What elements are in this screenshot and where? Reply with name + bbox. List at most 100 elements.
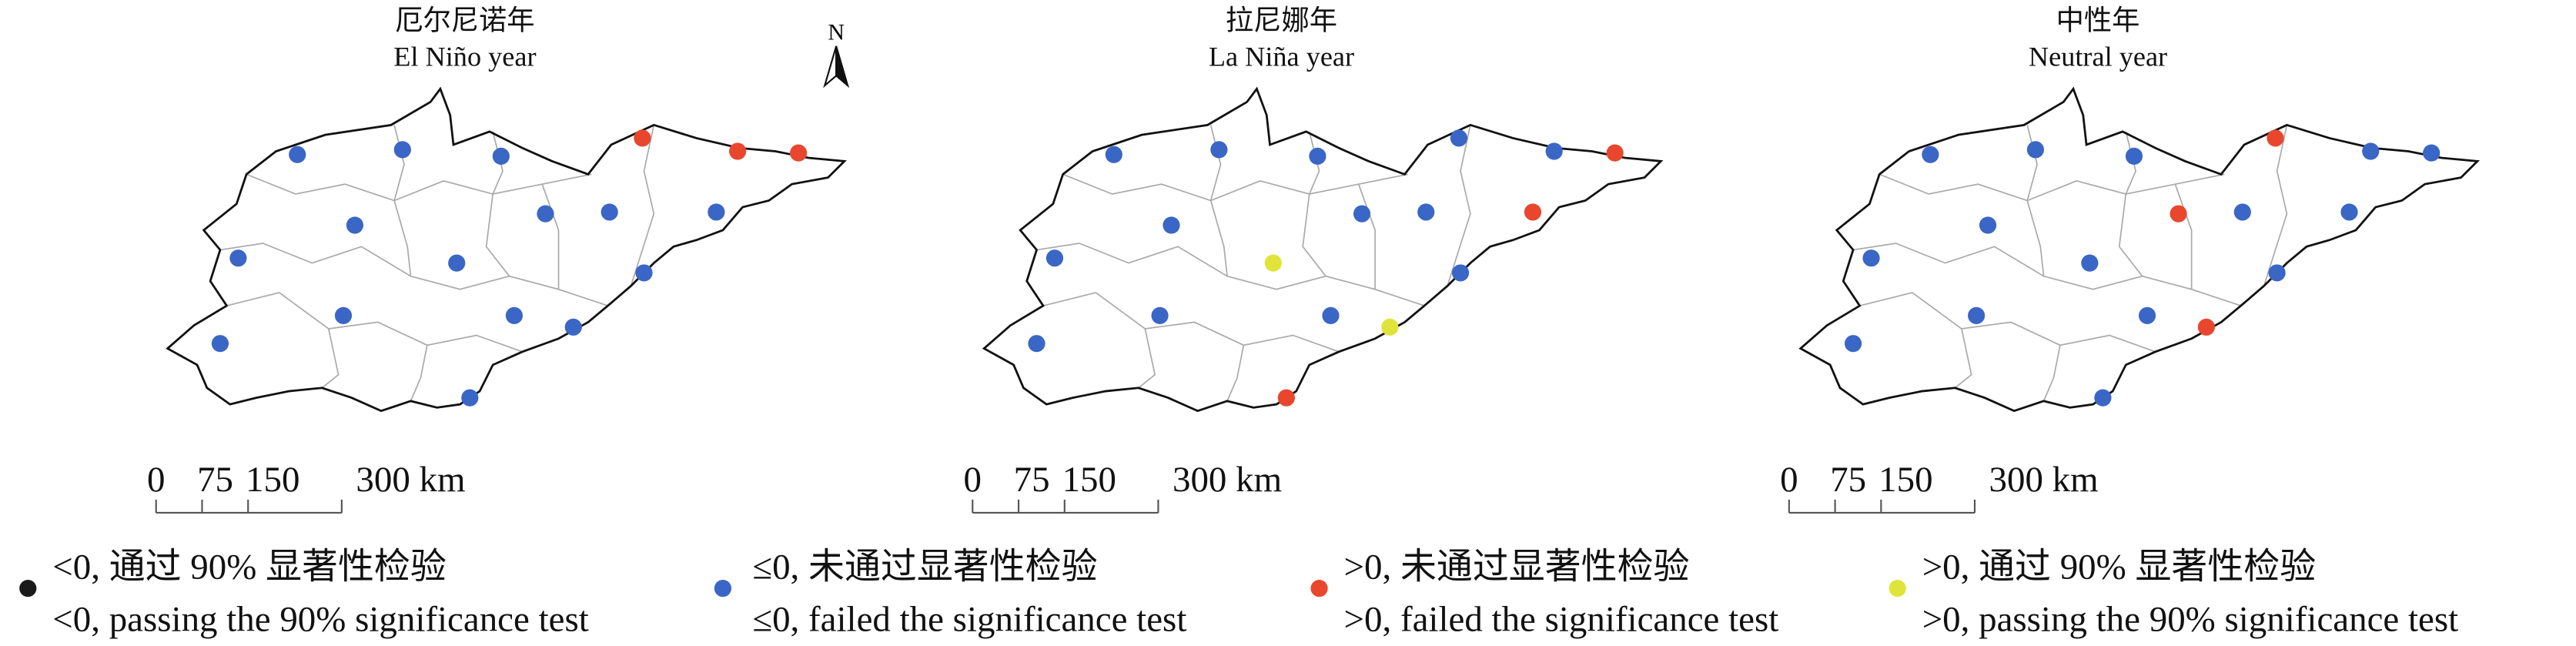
station-marker <box>1417 203 1435 221</box>
station-marker <box>2094 389 2112 407</box>
station-marker <box>1451 264 1470 282</box>
station-marker <box>634 129 651 147</box>
station-marker <box>2267 129 2284 147</box>
legend-label-zh: >0, 未通过显著性检验 <box>1344 547 1690 587</box>
legend-item: >0, 未通过显著性检验 >0, failed the significance … <box>1310 547 1778 640</box>
legend-item: <0, 通过 90% 显著性检验 <0, passing the 90% sign… <box>19 547 589 640</box>
station-marker <box>1968 306 1986 324</box>
province-outline <box>1798 86 2481 413</box>
scale-bar-label: 300 km <box>1173 460 1282 500</box>
county-boundary <box>219 243 608 306</box>
scale-bar-label: 75 <box>197 460 233 500</box>
scale-bar-label: 75 <box>1014 460 1050 500</box>
station-marker <box>1322 306 1340 324</box>
station-marker <box>2026 141 2045 159</box>
scale-bar-label: 0 <box>1780 460 1798 500</box>
station-marker <box>708 203 725 221</box>
legend-marker <box>1889 580 1906 597</box>
legend-label-zh: >0, 通过 90% 显著性检验 <box>1922 547 2316 587</box>
county-boundary <box>2263 125 2288 286</box>
legend-item: ≤0, 未通过显著性检验 ≤0, failed the significance … <box>714 547 1186 640</box>
county-boundary <box>1062 173 1408 202</box>
county-boundary <box>1357 183 1376 290</box>
station-marker <box>601 203 618 221</box>
station-marker <box>1277 389 1295 407</box>
station-marker <box>1545 142 1563 160</box>
panel-title-zh: 中性年 <box>2056 5 2140 36</box>
county-boundary <box>1878 173 2225 202</box>
county-boundary <box>321 328 340 389</box>
legend-label-zh: ≤0, 未通过显著性检验 <box>752 547 1097 587</box>
station-marker <box>729 142 747 160</box>
station-marker <box>1105 146 1122 163</box>
station-marker <box>2125 147 2143 166</box>
station-marker <box>789 144 808 162</box>
station-marker <box>2423 144 2441 162</box>
county-boundary <box>1447 125 1471 286</box>
station-marker <box>448 254 466 272</box>
station-marker <box>2197 318 2215 336</box>
station-marker <box>461 389 479 407</box>
county-boundary <box>1852 243 2241 306</box>
station-marker <box>2138 306 2156 324</box>
station-marker <box>1045 249 1064 267</box>
province-outline <box>982 86 1664 413</box>
station-marker <box>1151 306 1169 324</box>
county-boundary <box>1859 292 2156 353</box>
station-marker <box>2170 205 2187 223</box>
station-marker <box>346 216 364 234</box>
scale-bar-label: 150 <box>1062 460 1116 500</box>
county-boundary <box>226 292 523 353</box>
station-marker <box>505 306 524 324</box>
map-panel: 厄尔尼诺年 El Niño year 0 75 150 300 km <box>147 5 847 514</box>
panel-title-en: Neutral year <box>2029 42 2167 72</box>
station-marker <box>1606 144 1624 162</box>
station-marker <box>1028 335 1045 353</box>
scale-bar-label: 0 <box>147 460 165 500</box>
station-marker <box>537 205 554 223</box>
scale-bar-label: 150 <box>246 460 299 500</box>
station-marker <box>1264 254 1282 272</box>
county-boundary <box>2174 183 2193 290</box>
station-marker <box>229 249 247 267</box>
county-boundary <box>246 173 592 202</box>
legend-item: >0, 通过 90% 显著性检验 >0, passing the 90% sign… <box>1889 547 2458 640</box>
station-marker <box>1381 318 1399 336</box>
station-marker <box>1353 205 1371 223</box>
scale-bar-label: 0 <box>964 460 982 500</box>
map-panel: 中性年 Neutral year 0 75 150 300 km <box>1780 5 2481 514</box>
station-marker <box>2233 203 2251 221</box>
legend-label-en: <0, passing the 90% significance test <box>52 600 588 640</box>
station-marker <box>1922 146 1939 163</box>
north-arrow-right <box>835 45 850 89</box>
province-outline <box>166 86 847 413</box>
north-arrow-left <box>823 45 838 89</box>
station-marker <box>2081 254 2099 272</box>
station-marker <box>2362 142 2380 160</box>
legend-label-en: >0, passing the 90% significance test <box>1922 600 2458 640</box>
legend-label-en: ≤0, failed the significance test <box>752 600 1186 640</box>
panel-title-zh: 厄尔尼诺年 <box>395 5 534 36</box>
station-marker <box>2268 264 2286 282</box>
county-boundary <box>1954 328 1972 389</box>
north-label: N <box>828 19 845 45</box>
panel-title-en: La Niña year <box>1209 42 1354 72</box>
station-marker <box>635 264 653 282</box>
scale-bar-label: 75 <box>1830 460 1866 500</box>
panel-title-en: El Niño year <box>393 42 536 72</box>
station-marker <box>1979 216 1997 234</box>
map-panel: 拉尼娜年 La Niña year 0 75 150 300 km <box>964 5 1664 514</box>
station-marker <box>1862 249 1880 267</box>
county-boundary <box>2042 345 2061 402</box>
station-marker <box>393 141 411 159</box>
station-marker <box>289 146 306 163</box>
station-marker <box>2340 203 2358 221</box>
county-boundary <box>630 125 655 286</box>
county-boundary <box>1226 345 1245 402</box>
county-boundary <box>410 345 428 402</box>
legend-marker <box>714 580 732 597</box>
station-marker <box>1844 335 1862 353</box>
legend-marker <box>19 580 37 597</box>
station-marker <box>1163 216 1180 234</box>
county-boundary <box>1036 243 1425 306</box>
